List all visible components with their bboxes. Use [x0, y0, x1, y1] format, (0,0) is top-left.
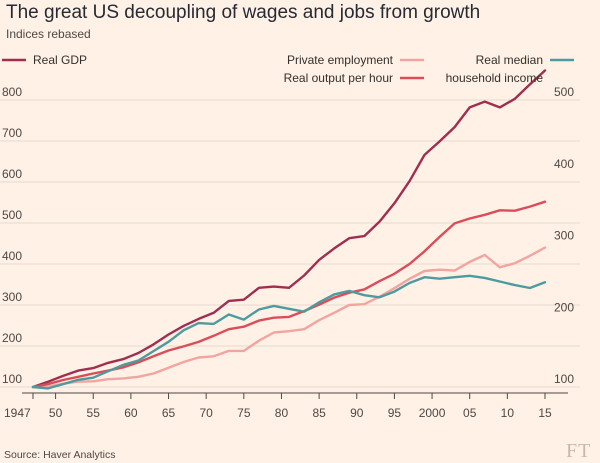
left-tick-label: 700 [2, 126, 22, 140]
x-tick-label: 75 [237, 406, 251, 420]
right-tick-label: 300 [554, 229, 574, 243]
legend-label-household-income: household income [446, 71, 544, 85]
legend: Real GDP Private employment Real output … [2, 53, 574, 85]
left-tick-label: 300 [2, 290, 22, 304]
left-axis-tick-labels: 100 200 300 400 500 600 700 800 [2, 85, 22, 386]
left-tick-label: 200 [2, 331, 22, 345]
x-tick-label: 70 [199, 406, 213, 420]
series-lines [31, 69, 547, 390]
series-line-real-gdp [31, 69, 547, 389]
x-tick-label: 2000 [419, 406, 446, 420]
x-tick-label: 65 [162, 406, 176, 420]
x-tick-label: 80 [275, 406, 289, 420]
left-tick-label: 100 [2, 372, 22, 386]
legend-label-private-employment: Private employment [287, 53, 394, 67]
left-tick-label: 500 [2, 208, 22, 222]
x-tick-label: 10 [501, 406, 515, 420]
chart-subtitle: Indices rebased [6, 27, 91, 41]
right-tick-label: 500 [554, 85, 574, 99]
x-tick-label: 85 [312, 406, 326, 420]
right-tick-label: 400 [554, 157, 574, 171]
left-tick-label: 600 [2, 167, 22, 181]
x-tick-label: 60 [124, 406, 138, 420]
x-tick-label: 15 [538, 406, 552, 420]
legend-label-real-median: Real median [476, 53, 543, 67]
series-line-private-employment [31, 246, 547, 389]
ft-logo: FT [566, 440, 592, 462]
x-tick-label: 95 [388, 406, 402, 420]
x-tick-label: 90 [350, 406, 364, 420]
x-tick-label: 05 [463, 406, 477, 420]
series-line-real-median-household-income [31, 274, 547, 390]
right-tick-label: 200 [554, 300, 574, 314]
legend-label-real-gdp: Real GDP [33, 53, 87, 67]
legend-label-real-output-per-hour: Real output per hour [284, 71, 393, 85]
source-note: Source: Haver Analytics [4, 449, 116, 461]
x-axis: 1947 50 55 60 65 70 75 80 85 90 95 2000 05 10 15 [4, 392, 568, 420]
series-line-real-output-per-hour [31, 200, 547, 389]
x-tick-label: 1947 [4, 406, 31, 420]
right-tick-label: 100 [554, 372, 574, 386]
x-tick-label: 50 [49, 406, 63, 420]
left-tick-label: 400 [2, 249, 22, 263]
gridlines [0, 99, 580, 388]
chart-title: The great US decoupling of wages and job… [6, 2, 481, 23]
left-tick-label: 800 [2, 85, 22, 99]
right-axis-tick-labels: 100 200 300 400 500 [554, 85, 574, 386]
x-tick-label: 55 [87, 406, 101, 420]
